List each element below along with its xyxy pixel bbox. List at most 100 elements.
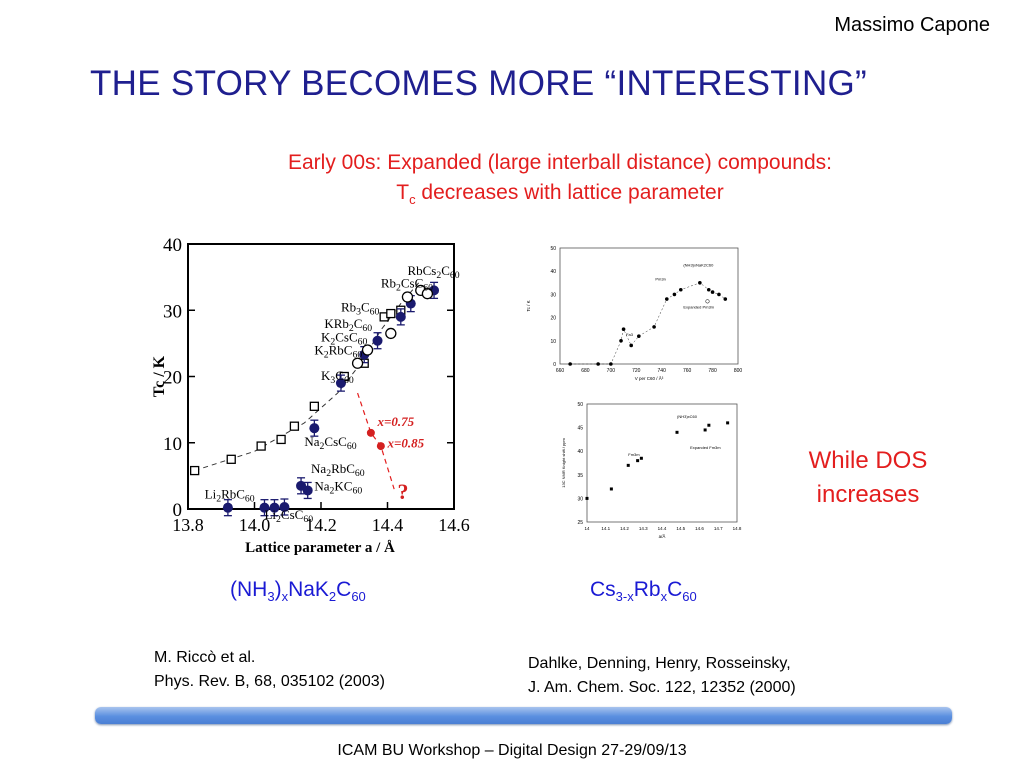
formula-left-p2: ) [274, 578, 282, 601]
chart2-ytick-label: 0 [553, 362, 556, 368]
chart3-xtick-label: 14.3 [639, 526, 648, 531]
chart1-navy-point [222, 502, 233, 513]
chart2-point [652, 325, 656, 329]
chart3-xtick-label: 14.8 [733, 526, 742, 531]
chart1-navy-point [335, 378, 346, 389]
chart2-annotation: Pm3n [655, 276, 665, 281]
subtitle-tc: T [396, 181, 410, 204]
dos-note-line-1: While DOS [808, 447, 928, 474]
chart3-ylabel: 13C NMR Knight shift / ppm [561, 438, 566, 488]
chart1-navy-point [309, 423, 320, 434]
chart2-point [672, 292, 677, 297]
chart1-open-square-point [309, 401, 320, 411]
subtitle-line-1: Early 00s: Expanded (large interball dis… [288, 151, 832, 174]
reference-right-line-2: J. Am. Chem. Soc. 122, 12352 (2000) [528, 679, 796, 696]
chart2-point [619, 339, 623, 343]
chart1-xtick-label: 14.0 [239, 515, 271, 535]
chart1-navy-point [279, 502, 290, 513]
chart3-xtick-label: 14 [584, 526, 590, 531]
chart2-point [678, 287, 683, 292]
subtitle-line-2: Tc decreases with lattice parameter [180, 178, 940, 215]
chart3-point [675, 430, 679, 434]
chart2-trend-line [570, 282, 726, 365]
chart1-annotation: K2CsC60 [321, 329, 368, 347]
chart1-open-circle-point [385, 327, 397, 340]
chart2-xtick-label: 720 [632, 368, 641, 374]
chart3-point [726, 421, 730, 425]
chart3-xlabel: a/Å [659, 533, 666, 539]
subtitle-tc-sub: c [409, 192, 416, 208]
formula-right-p2: Rb [633, 578, 661, 601]
chart1-open-square-point [256, 441, 266, 451]
formula-right-p3: C [667, 578, 683, 601]
chart1-open-square-point [289, 421, 300, 431]
tc-vs-volume-chart: 0 10 20 30 40 50 660 680 700 720 740 760 780 800 V per… [526, 246, 743, 381]
chart3-ytick-label: 30 [577, 496, 583, 502]
chart1-navy-point [395, 311, 406, 322]
formula-right-s3: 60 [682, 589, 697, 605]
chart1-annotation: Na2RbC60 [311, 461, 365, 479]
chart1-annotation: KRb2C60 [324, 316, 372, 334]
chart2-point [637, 334, 641, 338]
chart2-xtick-label: 680 [581, 368, 590, 374]
chart1-xlabel: Lattice parameter a / Å [245, 540, 395, 556]
reference-left-line-1: M. Riccò et al. [154, 649, 256, 666]
reference-left-line-2: Phys. Rev. B, 68, 035102 (2003) [154, 673, 385, 690]
chart1-ylabel: Tc / K [151, 355, 168, 397]
author-name: Massimo Capone [834, 14, 990, 36]
chart2-xlabel: V per C60 / Å³ [635, 375, 664, 381]
chart1-open-circle-point [351, 357, 364, 369]
chart1-xtick-label: 14.4 [372, 515, 404, 535]
chart1-ytick-label: 0 [173, 500, 183, 521]
chart1-open-circle-point [361, 344, 374, 356]
chart1-xtick-label: 13.8 [172, 515, 204, 535]
chart1-open-square-point [190, 465, 200, 476]
chart2-open-point [705, 299, 710, 304]
chart2-annotation: Expanded Pm3m [683, 304, 714, 309]
chart2-point [609, 362, 613, 366]
reference-right-line-1: Dahlke, Denning, Henry, Rosseinsky, [528, 655, 791, 672]
chart2-xtick-label: 660 [556, 368, 565, 374]
formula-left-s2: x [281, 589, 289, 605]
footer-divider-bar [95, 707, 952, 724]
chart2-xtick-label: 700 [607, 368, 616, 374]
formula-right: Cs3-xRbxC60 [590, 578, 697, 604]
chart3-ytick-label: 45 [577, 426, 583, 432]
chart3-point [609, 487, 613, 491]
chart1-ytick-label: 40 [163, 235, 182, 256]
knight-shift-chart: 25 30 35 40 45 50 14 14.1 14.2 14.3 14.4 14.5 14.6 14… [561, 402, 742, 539]
formula-left-p1: (NH [230, 578, 268, 601]
chart1-open-square-point [386, 308, 396, 319]
chart3-xtick-label: 14.7 [714, 526, 723, 531]
chart2-ytick-label: 50 [550, 246, 556, 252]
formula-left-s3: 2 [328, 589, 337, 605]
chart1-ytick-label: 20 [163, 368, 182, 389]
chart3-annotation: (NH3)xC60 [677, 414, 698, 419]
slide-subtitle: Early 00s: Expanded (large interball dis… [180, 148, 940, 215]
chart1-navy-point [269, 502, 280, 513]
chart2-point [629, 343, 633, 348]
chart1-navy-point [259, 502, 270, 513]
chart1-annotation: Li2CsC60 [264, 507, 313, 525]
chart2-ytick-label: 30 [550, 292, 556, 298]
chart3-point [639, 456, 643, 460]
chart2-annotation: (NH3)xNaK2C60 [683, 263, 714, 268]
chart1-annotation: Rb2CsC60 [381, 276, 433, 294]
chart3-point [703, 428, 707, 432]
tc-vs-lattice-chart: 0 10 20 30 40 13.8 14.0 14.2 14.4 14.6 Lattice par… [151, 235, 470, 556]
chart1-annotation: K3C60 [321, 368, 354, 386]
chart2-ytick-label: 40 [550, 269, 556, 275]
chart2-ylabel: Tc / K [526, 300, 531, 311]
chart1-annotation: Na2CsC60 [304, 434, 356, 452]
chart2-point [710, 290, 715, 294]
chart3-ytick-label: 25 [577, 520, 583, 526]
chart1-annotation: x=0.75 [377, 414, 415, 429]
chart2-frame [559, 247, 739, 365]
chart3-point [626, 463, 630, 467]
chart3-point [585, 496, 589, 500]
chart2-point [723, 297, 728, 301]
chart1-annotation: x=0.85 [387, 435, 425, 450]
chart2-point [698, 281, 702, 285]
chart1-annotation: RbCs2C60 [407, 263, 459, 281]
chart2-xtick-label: 800 [734, 368, 743, 374]
